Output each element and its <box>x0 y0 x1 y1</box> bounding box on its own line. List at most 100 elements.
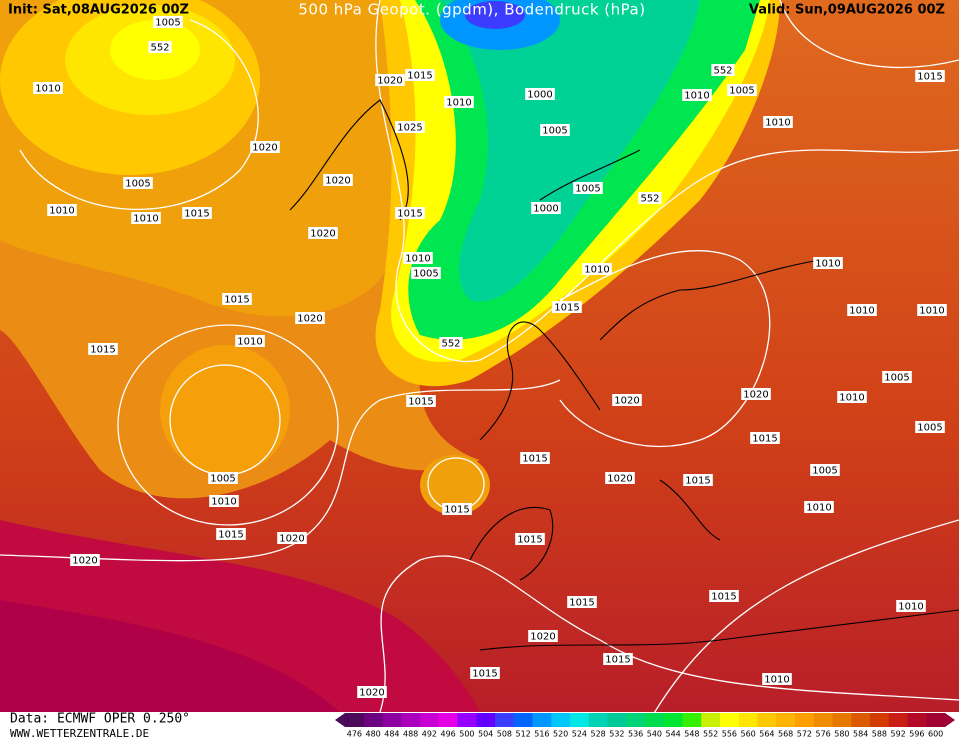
colorbar-swatch <box>757 713 777 727</box>
colorbar: 476 480 484 488 492 496 500 504 508 512 516 520 524 5… <box>335 713 955 739</box>
colorbar-label: 480 <box>365 730 380 739</box>
isobar-label: 1015 <box>685 476 710 487</box>
colorbar-swatch <box>382 713 402 727</box>
isobar-label: 1020 <box>377 76 402 87</box>
colorbar-swatch <box>420 713 440 727</box>
isobar-label-box <box>123 177 153 189</box>
isobar-label-box <box>741 388 771 400</box>
isobar-label-box <box>750 432 780 444</box>
colorbar-swatch <box>926 713 946 727</box>
isobar-label: 1010 <box>849 306 874 317</box>
colorbar-label: 588 <box>872 730 887 739</box>
isobar-label-box <box>804 501 834 513</box>
isobar-label-box <box>216 528 246 540</box>
colorbar-swatch <box>457 713 477 727</box>
isobar-label: 1020 <box>614 396 639 407</box>
isobar-label-box <box>411 267 441 279</box>
source-label: Data: ECMWF OPER 0.250° <box>10 712 190 727</box>
isobar-label-box <box>917 304 947 316</box>
isobar-label-box <box>395 121 425 133</box>
isobar-label: 552 <box>713 66 732 77</box>
isobar-label: 1015 <box>711 592 736 603</box>
colorbar-swatch <box>851 713 871 727</box>
isobar-label: 1015 <box>605 655 630 666</box>
isobar-label-box <box>515 533 545 545</box>
isobar-label: 1005 <box>812 466 837 477</box>
isobar-label-box <box>882 371 912 383</box>
colorbar-label: 568 <box>778 730 793 739</box>
isobar-label-box <box>442 503 472 515</box>
colorbar-label: 544 <box>665 730 680 739</box>
map-field <box>0 0 959 712</box>
isobar-label: 1005 <box>884 373 909 384</box>
isobar-label: 1015 <box>522 454 547 465</box>
isobar-label-box <box>47 204 77 216</box>
colorbar-label: 532 <box>609 730 624 739</box>
isobar-label-box <box>277 532 307 544</box>
isobar-label: 1005 <box>917 423 942 434</box>
colorbar-label: 504 <box>478 730 493 739</box>
colorbar-label: 492 <box>422 730 437 739</box>
isobar-label: 1010 <box>764 675 789 686</box>
isobar-label: 1020 <box>279 534 304 545</box>
isobar-label: 1020 <box>72 556 97 567</box>
isobar-label-box <box>605 472 635 484</box>
colorbar-label: 500 <box>459 730 474 739</box>
colorbar-swatch <box>888 713 908 727</box>
isobar-label-box <box>896 600 926 612</box>
isobar-label: 1010 <box>237 337 262 348</box>
isobar-label: 1010 <box>765 118 790 129</box>
valid-label: Valid: Sun,09AUG2026 00Z <box>749 3 945 18</box>
isobar-label: 1015 <box>408 397 433 408</box>
isobar-label-box <box>406 395 436 407</box>
isobar-label: 1010 <box>919 306 944 317</box>
isobar-label-box <box>525 88 555 100</box>
isobar-label: 1015 <box>224 295 249 306</box>
colorbar-label: 556 <box>722 730 737 739</box>
isobar-label: 1010 <box>584 265 609 276</box>
isobar-label-box <box>709 590 739 602</box>
colorbar-swatch <box>795 713 815 727</box>
colorbar-swatch <box>682 713 702 727</box>
isobar-label: 1005 <box>210 474 235 485</box>
isobar-label-box <box>528 630 558 642</box>
colorbar-label: 560 <box>740 730 755 739</box>
isobar-label-box <box>153 16 183 28</box>
colorbar-label: 516 <box>534 730 549 739</box>
isobar-label: 1010 <box>49 206 74 217</box>
isobar-label: 1005 <box>155 18 180 29</box>
map-title: 500 hPa Geopot. (gpdm), Bodendruck (hPa) <box>298 1 645 19</box>
isobar-label-box <box>552 301 582 313</box>
isobar-label-box <box>208 472 238 484</box>
isobar-label: 1005 <box>575 184 600 195</box>
isobar-label: 1020 <box>325 176 350 187</box>
isobar-label: 1020 <box>252 143 277 154</box>
colorbar-label: 584 <box>853 730 868 739</box>
isobar-label: 1010 <box>446 98 471 109</box>
colorbar-swatch <box>813 713 833 727</box>
colorbar-label: 520 <box>553 730 568 739</box>
isobar-label-box <box>915 70 945 82</box>
colorbar-swatch <box>663 713 683 727</box>
isobar-label: 1015 <box>554 303 579 314</box>
isobar-label: 1010 <box>898 602 923 613</box>
colorbar-arrow-left <box>335 713 345 727</box>
isobar-label-box <box>837 391 867 403</box>
colorbar-label: 576 <box>815 730 830 739</box>
isobar-label-box <box>540 124 570 136</box>
colorbar-label: 580 <box>834 730 849 739</box>
isobar-label-box <box>439 337 463 349</box>
isobar-label-box <box>573 182 603 194</box>
isobar-label-box <box>763 116 793 128</box>
isobar-label-box <box>603 653 633 665</box>
isobar-label: 1015 <box>917 72 942 83</box>
colorbar-swatch <box>907 713 927 727</box>
colorbar-label: 512 <box>515 730 530 739</box>
isobar-label: 1010 <box>839 393 864 404</box>
isobar-label-box <box>308 227 338 239</box>
isobar-label-box <box>323 174 353 186</box>
isobar-label: 1020 <box>607 474 632 485</box>
colorbar-swatch <box>363 713 383 727</box>
colorbar-swatch <box>626 713 646 727</box>
colorbar-swatch <box>551 713 571 727</box>
